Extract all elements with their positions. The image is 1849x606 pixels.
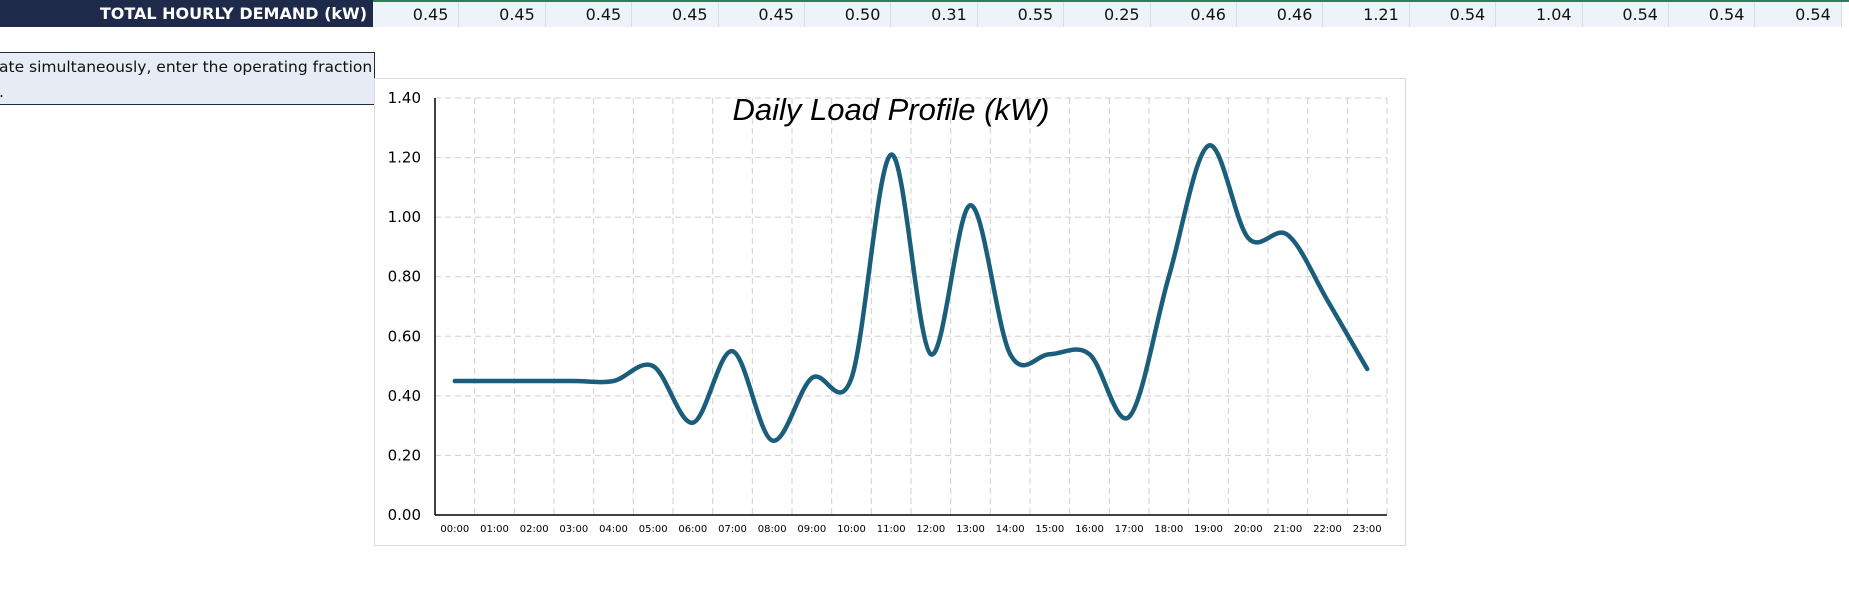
x-tick-label: 07:00 xyxy=(718,524,747,535)
x-tick-label: 09:00 xyxy=(797,524,826,535)
load-data-point xyxy=(810,376,814,380)
demand-cell[interactable]: 0.45 xyxy=(718,2,805,27)
demand-cell[interactable]: 0.54 xyxy=(1669,2,1756,27)
load-data-point xyxy=(770,439,774,443)
load-data-point xyxy=(1326,299,1330,303)
x-tick-label: 01:00 xyxy=(480,524,509,535)
demand-cell[interactable]: 1.04 xyxy=(1496,2,1583,27)
load-data-point xyxy=(493,379,497,383)
x-tick-label: 22:00 xyxy=(1313,524,1342,535)
demand-cell[interactable]: 0.25 xyxy=(1064,2,1151,27)
load-data-point xyxy=(1088,352,1092,356)
chart-plot: 0.00 0.20 0.40 0.60 0.80 1.00 1.20 1.40 00:00 01:… xyxy=(388,89,1388,535)
x-tick-label: 17:00 xyxy=(1115,524,1144,535)
x-tick-label: 16:00 xyxy=(1075,524,1104,535)
load-data-point xyxy=(1246,236,1250,240)
note-line-2: . xyxy=(0,80,374,104)
note-line-1: ate simultaneously, enter the operating … xyxy=(0,58,375,76)
demand-cell[interactable]: 0.31 xyxy=(891,2,978,27)
x-tick-label: 23:00 xyxy=(1353,524,1382,535)
x-tick-label: 20:00 xyxy=(1234,524,1263,535)
demand-cell[interactable]: 0.45 xyxy=(632,2,719,27)
load-data-point xyxy=(1207,144,1211,148)
load-data-point xyxy=(850,376,854,380)
x-tick-label: 05:00 xyxy=(639,524,668,535)
x-tick-label: 12:00 xyxy=(916,524,945,535)
x-tick-label: 18:00 xyxy=(1154,524,1183,535)
x-tick-label: 14:00 xyxy=(996,524,1025,535)
demand-cell[interactable]: 0.46 xyxy=(1150,2,1237,27)
load-data-point xyxy=(612,379,616,383)
total-hourly-demand-row: TOTAL HOURLY DEMAND (kW) 0.45 0.45 0.45 0.4… xyxy=(0,0,1849,27)
x-tick-label: 00:00 xyxy=(440,524,469,535)
load-data-point xyxy=(929,352,933,356)
demand-cell[interactable]: 0.54 xyxy=(1582,2,1669,27)
demand-cell[interactable]: 0.55 xyxy=(977,2,1065,27)
demand-cell[interactable]: 0.45 xyxy=(373,2,460,27)
load-data-point xyxy=(1167,275,1171,279)
y-tick-label: 1.40 xyxy=(388,89,421,107)
load-data-point xyxy=(1127,415,1131,419)
demand-cell[interactable]: 0.45 xyxy=(545,2,633,27)
x-tick-label: 21:00 xyxy=(1273,524,1302,535)
demand-values: 0.45 0.45 0.45 0.45 0.45 0.50 0.31 0.55 0.25 0.46… xyxy=(373,0,1849,27)
x-tick-label: 19:00 xyxy=(1194,524,1223,535)
x-tick-label: 03:00 xyxy=(559,524,588,535)
y-tick-label: 0.80 xyxy=(388,268,421,286)
demand-cell[interactable]: 0.54 xyxy=(1755,2,1842,27)
x-tick-label: 15:00 xyxy=(1035,524,1064,535)
y-tick-label: 0.60 xyxy=(388,327,421,345)
load-data-point xyxy=(651,364,655,368)
load-data-point xyxy=(1286,233,1290,237)
chart-title: Daily Load Profile (kW) xyxy=(733,92,1050,127)
x-tick-label: 08:00 xyxy=(758,524,787,535)
load-data-point xyxy=(453,379,457,383)
y-tick-label: 0.40 xyxy=(388,387,421,405)
load-data-point xyxy=(1008,352,1012,356)
y-tick-label: 0.20 xyxy=(388,446,421,464)
load-data-point xyxy=(1048,352,1052,356)
x-tick-label: 04:00 xyxy=(599,524,628,535)
x-tick-label: 02:00 xyxy=(520,524,549,535)
demand-cell[interactable]: 0.45 xyxy=(459,2,546,27)
x-tick-label: 06:00 xyxy=(678,524,707,535)
load-series-line xyxy=(452,143,1370,443)
load-data-point xyxy=(691,421,695,425)
x-tick-label: 10:00 xyxy=(837,524,866,535)
instruction-note-cell[interactable]: ate simultaneously, enter the operating … xyxy=(0,52,375,105)
demand-cell[interactable]: 0.50 xyxy=(805,2,892,27)
load-data-point xyxy=(969,203,973,207)
y-tick-label: 0.00 xyxy=(388,506,421,524)
y-tick-label: 1.20 xyxy=(388,149,421,167)
load-data-point xyxy=(889,153,893,157)
load-data-point xyxy=(532,379,536,383)
total-hourly-demand-label[interactable]: TOTAL HOURLY DEMAND (kW) xyxy=(0,0,373,27)
load-data-point xyxy=(1365,367,1369,371)
daily-load-profile-chart[interactable]: 0.00 0.20 0.40 0.60 0.80 1.00 1.20 1.40 00:00 01:… xyxy=(374,78,1406,546)
load-data-point xyxy=(572,379,576,383)
demand-cell[interactable]: 0.46 xyxy=(1237,2,1324,27)
load-data-point xyxy=(731,349,735,353)
y-tick-label: 1.00 xyxy=(388,208,421,226)
demand-cell[interactable]: 0.54 xyxy=(1409,2,1497,27)
x-tick-label: 11:00 xyxy=(877,524,906,535)
demand-cell[interactable]: 1.21 xyxy=(1323,2,1410,27)
x-tick-label: 13:00 xyxy=(956,524,985,535)
